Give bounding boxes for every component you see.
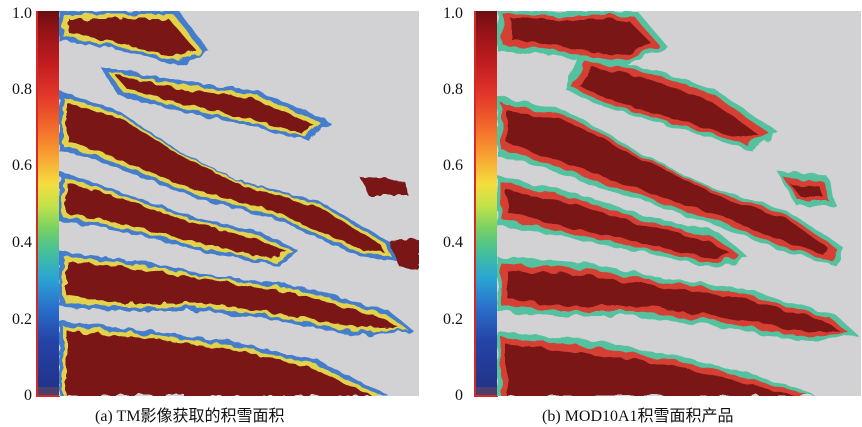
y-tick-label: 0 [455,387,463,404]
y-tick-label: 0.8 [12,81,32,98]
y-tick-label: 0.2 [443,311,463,328]
panel-caption: (a) TM影像获取的积雪面积 [95,408,285,425]
panel-a: 1.0 0.8 0.6 0.4 0.2 0 [0,0,419,425]
colorbar [476,11,497,387]
snow-patches [497,11,859,396]
y-tick-label: 0.2 [12,311,32,328]
panel-caption: (b) MOD10A1积雪面积产品 [542,408,734,425]
axis-line-left [474,11,476,396]
y-tick-label: 0.8 [443,81,463,98]
snow-cover-map-mod10a1 [497,11,861,396]
y-tick-label: 0 [24,387,32,404]
y-tick-label: 1.0 [443,5,463,22]
y-tick-label: 0.4 [443,234,463,251]
y-axis-labels: 1.0 0.8 0.6 0.4 0.2 0 [0,0,36,410]
y-tick-label: 0.6 [12,157,32,174]
y-tick-label: 0.4 [12,234,32,251]
y-tick-label: 0.6 [443,157,463,174]
snow-patches [59,11,419,396]
colorbar-base [476,387,497,396]
y-tick-label: 1.0 [12,5,32,22]
snow-map-graphic [59,11,419,396]
y-axis-labels: 1.0 0.8 0.6 0.4 0.2 0 [431,0,467,410]
colorbar-base [38,387,59,396]
panel-b: 1.0 0.8 0.6 0.4 0.2 0 [431,0,862,427]
snow-map-graphic [497,11,859,396]
snow-cover-map-tm [59,11,419,396]
colorbar [38,11,59,387]
axis-line-bottom [36,395,60,397]
axis-line-bottom [474,395,498,397]
axis-line-left [36,11,38,396]
